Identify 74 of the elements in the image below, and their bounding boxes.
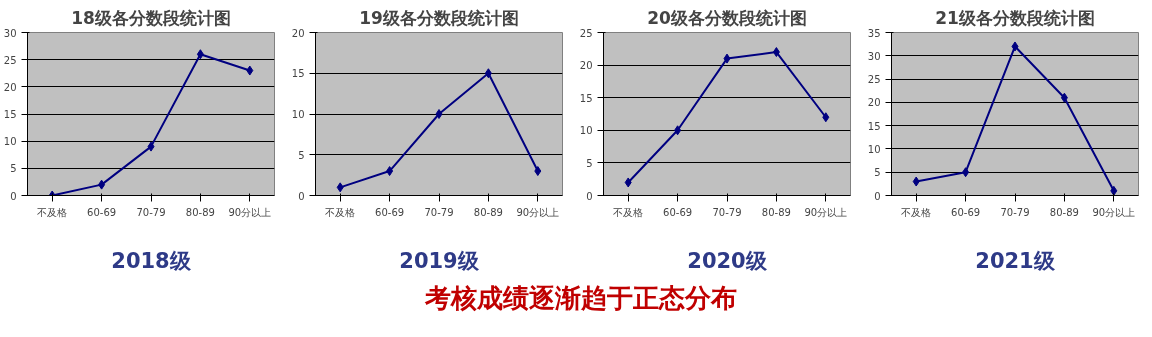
chart-title: 18级各分数段统计图 bbox=[71, 7, 231, 28]
point bbox=[196, 49, 204, 60]
x-tick-label: 90分以上 bbox=[1092, 206, 1136, 218]
x-tick-label: 不及格 bbox=[325, 206, 356, 218]
x-tick-label: 不及格 bbox=[613, 206, 644, 218]
point bbox=[723, 53, 731, 64]
chart-title: 20级各分数段统计图 bbox=[647, 7, 807, 28]
x-tick-label: 70-79 bbox=[712, 206, 742, 218]
x-tick-label: 60-69 bbox=[663, 206, 693, 218]
y-tick-label: 0 bbox=[10, 190, 17, 202]
x-tick-label: 60-69 bbox=[87, 206, 117, 218]
point bbox=[484, 68, 492, 79]
y-tick-label: 15 bbox=[291, 68, 305, 80]
point bbox=[147, 141, 155, 152]
x-axis-title: 2020级 bbox=[687, 248, 768, 273]
y-tick-label: 30 bbox=[3, 27, 17, 39]
y-tick-label: 30 bbox=[867, 50, 881, 62]
point bbox=[962, 167, 970, 178]
y-tick-label: 10 bbox=[3, 136, 17, 148]
x-tick-label: 70-79 bbox=[1000, 206, 1030, 218]
x-tick-label: 90分以上 bbox=[228, 206, 272, 218]
y-tick-label: 25 bbox=[579, 27, 593, 39]
point bbox=[435, 109, 443, 119]
chart-title: 21级各分数段统计图 bbox=[935, 7, 1095, 28]
chart-title: 19级各分数段统计图 bbox=[359, 7, 519, 28]
point bbox=[1110, 185, 1118, 196]
point bbox=[386, 166, 394, 177]
x-tick-label: 60-69 bbox=[951, 206, 981, 218]
x-tick-label: 不及格 bbox=[901, 206, 932, 218]
y-tick-label: 0 bbox=[298, 190, 305, 202]
point bbox=[336, 182, 344, 193]
x-axis-title: 2018级 bbox=[111, 248, 192, 273]
text: 考核成绩逐渐趋于正态分布 bbox=[425, 282, 737, 315]
point bbox=[912, 176, 920, 187]
point bbox=[98, 179, 106, 190]
y-tick-label: 25 bbox=[3, 54, 17, 66]
point bbox=[534, 166, 542, 177]
x-tick-label: 70-79 bbox=[424, 206, 454, 218]
point bbox=[1011, 41, 1019, 52]
y-tick-label: 0 bbox=[874, 190, 881, 202]
y-tick-label: 10 bbox=[867, 143, 881, 155]
point bbox=[674, 125, 682, 136]
point bbox=[822, 112, 830, 123]
y-tick-label: 5 bbox=[298, 149, 305, 161]
y-tick-label: 25 bbox=[867, 74, 881, 86]
x-tick-label: 90分以上 bbox=[516, 206, 560, 218]
y-tick-label: 10 bbox=[579, 125, 593, 137]
y-tick-label: 10 bbox=[291, 109, 305, 120]
x-tick-label: 70-79 bbox=[136, 206, 166, 218]
x-tick-label: 60-69 bbox=[375, 206, 405, 218]
y-tick-label: 20 bbox=[867, 97, 881, 109]
y-tick-label: 35 bbox=[867, 27, 881, 39]
x-axis-title: 2019级 bbox=[399, 248, 480, 273]
x-tick-label: 80-89 bbox=[761, 206, 791, 218]
y-tick-label: 20 bbox=[3, 81, 17, 93]
x-tick-label: 不及格 bbox=[37, 206, 68, 218]
y-tick-label: 5 bbox=[586, 157, 593, 169]
y-tick-label: 5 bbox=[10, 163, 17, 175]
x-tick-label: 80-89 bbox=[473, 206, 503, 218]
x-tick-label: 80-89 bbox=[185, 206, 215, 218]
x-axis-title: 2021级 bbox=[975, 248, 1056, 273]
x-tick-label: 90分以上 bbox=[804, 206, 848, 218]
y-tick-label: 15 bbox=[867, 120, 881, 132]
y-tick-label: 20 bbox=[291, 27, 305, 39]
y-tick-label: 0 bbox=[586, 190, 593, 202]
y-tick-label: 15 bbox=[3, 109, 17, 120]
y-tick-label: 15 bbox=[579, 92, 593, 104]
point bbox=[772, 47, 780, 58]
y-tick-label: 5 bbox=[874, 167, 881, 179]
point bbox=[246, 65, 254, 76]
point bbox=[624, 177, 632, 188]
point bbox=[1060, 92, 1068, 103]
x-tick-label: 80-89 bbox=[1049, 206, 1079, 218]
y-tick-label: 20 bbox=[579, 60, 593, 72]
